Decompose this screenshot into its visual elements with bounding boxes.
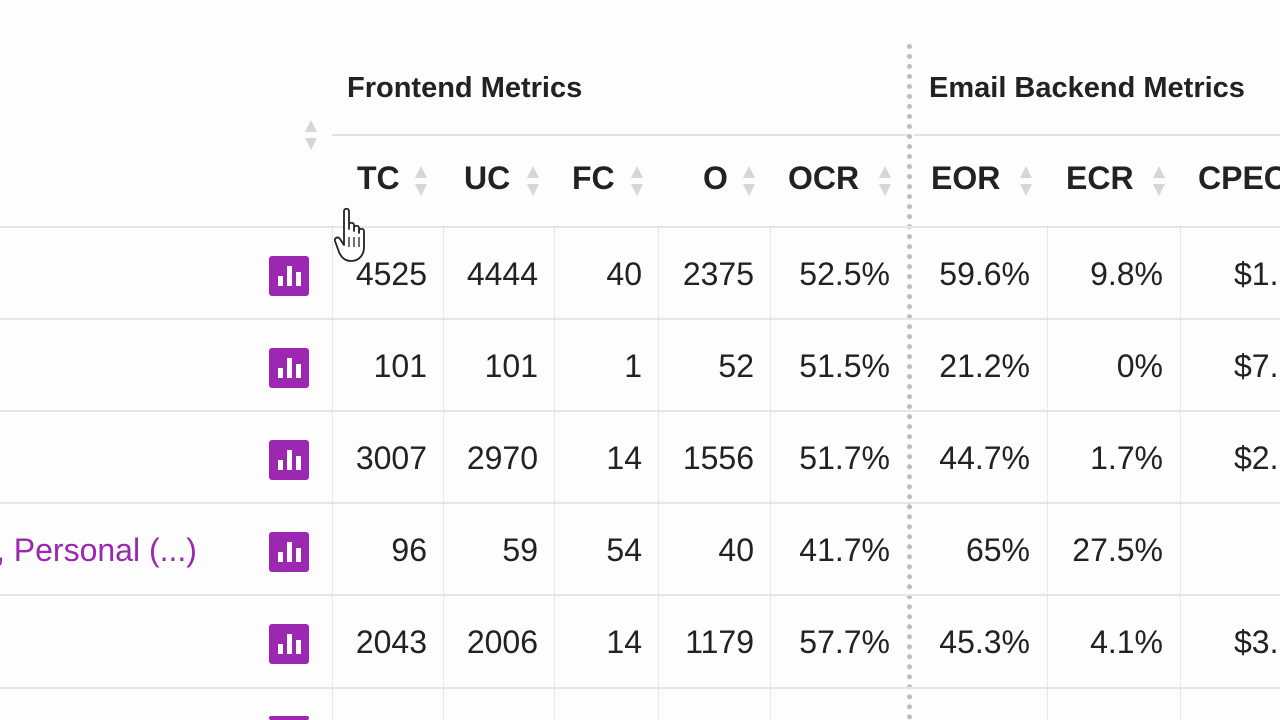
sort-icon[interactable] [878, 164, 892, 198]
cell-eor: 65% [965, 532, 1030, 568]
cell-eor: 59.6% [939, 256, 1030, 292]
row-divider [0, 318, 1280, 320]
cell-ocr: 41.7% [799, 532, 890, 568]
column-divider [332, 226, 333, 720]
cell-uc: 4444 [466, 256, 538, 292]
frontend-group-underline [332, 134, 908, 136]
column-header-uc[interactable]: UC [464, 160, 511, 196]
row-divider [0, 410, 1280, 412]
cell-tc: 96 [391, 532, 427, 568]
bar-chart-icon[interactable] [269, 624, 309, 664]
cell-tc: 4525 [355, 256, 427, 292]
cell-uc: 2970 [466, 440, 538, 476]
sort-icon[interactable] [414, 164, 428, 198]
column-divider [443, 226, 444, 720]
cell-cpec: $3. [1234, 624, 1279, 660]
cell-fc: 14 [606, 440, 642, 476]
column-header-cpec[interactable]: CPEC [1198, 160, 1280, 196]
cell-cpec: $7. [1234, 348, 1279, 384]
sort-icon[interactable] [630, 164, 644, 198]
column-divider [1047, 226, 1048, 720]
cell-uc: 101 [484, 348, 538, 384]
row-name-link[interactable]: , Personal (...) [0, 532, 197, 568]
column-divider [1180, 226, 1181, 720]
bar-chart-icon[interactable] [269, 256, 309, 296]
row-divider [0, 687, 1280, 689]
sort-icon[interactable] [1019, 164, 1033, 198]
cell-ocr: 51.5% [799, 348, 890, 384]
sort-icon[interactable] [1152, 164, 1166, 198]
cell-ocr: 57.7% [799, 624, 890, 660]
cell-o: 2375 [682, 256, 754, 292]
cell-ecr: 27.5% [1072, 532, 1163, 568]
column-header-ocr[interactable]: OCR [788, 160, 860, 196]
cell-ocr: 52.5% [799, 256, 890, 292]
email-backend-metrics-group-title: Email Backend Metrics [929, 72, 1245, 104]
cell-uc: 59 [502, 532, 538, 568]
column-header-ecr[interactable]: ECR [1066, 160, 1134, 196]
column-header-tc[interactable]: TC [357, 160, 400, 196]
column-divider [658, 226, 659, 720]
cell-fc: 14 [606, 624, 642, 660]
column-divider [554, 226, 555, 720]
cell-eor: 21.2% [939, 348, 1030, 384]
bar-chart-icon[interactable] [269, 716, 309, 720]
column-header-o[interactable]: O [703, 160, 728, 196]
bar-chart-icon[interactable] [269, 348, 309, 388]
cell-tc: 101 [373, 348, 427, 384]
row-divider [0, 594, 1280, 596]
cell-tc: 3007 [355, 440, 427, 476]
cell-fc: 1 [624, 348, 642, 384]
cell-cpec: $1. [1234, 256, 1279, 292]
sort-icon[interactable] [742, 164, 756, 198]
cell-o: 1556 [682, 440, 754, 476]
cell-ecr: 1.7% [1090, 440, 1163, 476]
column-header-fc[interactable]: FC [572, 160, 615, 196]
cell-fc: 40 [606, 256, 642, 292]
cell-ocr: 51.7% [799, 440, 890, 476]
row-divider [0, 502, 1280, 504]
cell-ecr: 0% [1116, 348, 1163, 384]
cell-uc: 2006 [466, 624, 538, 660]
cell-ecr: 9.8% [1090, 256, 1163, 292]
column-header-eor[interactable]: EOR [931, 160, 1001, 196]
cell-o: 40 [718, 532, 754, 568]
group-divider [907, 44, 912, 720]
cell-fc: 54 [606, 532, 642, 568]
cell-tc: 2043 [355, 624, 427, 660]
header-bottom-border [0, 226, 1280, 228]
frontend-metrics-group-title: Frontend Metrics [347, 72, 583, 104]
cell-ecr: 4.1% [1090, 624, 1163, 660]
cell-eor: 44.7% [939, 440, 1030, 476]
sort-icon[interactable] [304, 118, 318, 152]
backend-group-underline [914, 134, 1280, 136]
cell-o: 1179 [685, 624, 754, 660]
cell-eor: 45.3% [939, 624, 1030, 660]
bar-chart-icon[interactable] [269, 440, 309, 480]
bar-chart-icon[interactable] [269, 532, 309, 572]
sort-icon[interactable] [526, 164, 540, 198]
column-divider [770, 226, 771, 720]
hand-pointer-icon [333, 207, 370, 263]
cell-cpec: $2. [1234, 440, 1279, 476]
cell-o: 52 [718, 348, 754, 384]
